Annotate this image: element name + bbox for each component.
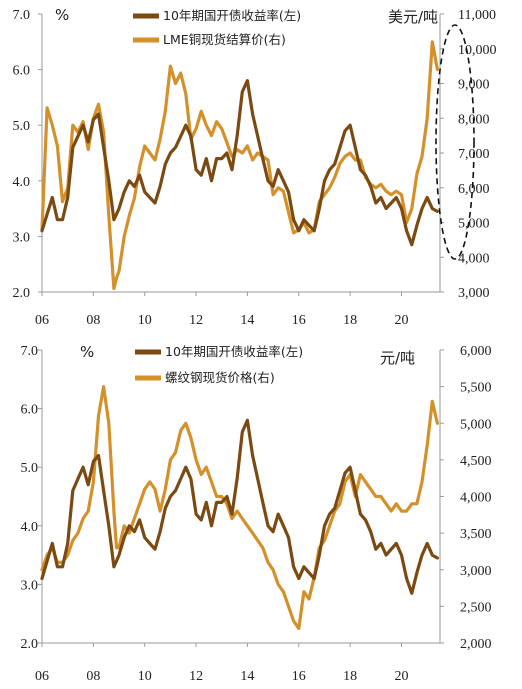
x-tick-label: 06: [35, 313, 49, 328]
right-tick-label: 4,000: [460, 491, 492, 506]
series-line-bond-yield: [40, 418, 439, 595]
x-tick-label: 12: [189, 669, 203, 684]
x-tick-label: 16: [292, 313, 306, 328]
left-tick-label: 5.0: [21, 461, 39, 476]
x-tick-label: 16: [292, 669, 306, 684]
left-tick-label: 7.0: [21, 344, 39, 359]
right-tick-label: 2,500: [460, 600, 492, 615]
left-tick-label: 2.0: [21, 637, 39, 652]
x-tick-label: 12: [189, 313, 203, 328]
left-tick-label: 5.0: [13, 119, 31, 134]
right-tick-label: 3,500: [460, 527, 492, 542]
left-tick-label: 3.0: [21, 578, 39, 593]
legend-label: 螺纹钢现货价格(右): [165, 370, 275, 385]
x-tick-label: 08: [86, 669, 100, 684]
x-tick-label: 18: [343, 669, 357, 684]
x-tick-label: 20: [394, 313, 408, 328]
left-tick-label: 6.0: [13, 64, 31, 79]
right-tick-label: 11,000: [458, 8, 496, 23]
left-tick-label: 7.0: [13, 8, 31, 23]
x-tick-label: 10: [138, 669, 152, 684]
right-tick-label: 5,000: [460, 417, 492, 432]
legend-label: LME铜现货结算价(右): [163, 32, 286, 47]
highlight-ellipse: [435, 24, 475, 260]
legend-label: 10年期国开债收益率(左): [163, 8, 301, 23]
right-tick-label: 4,000: [458, 251, 490, 266]
chart-lme-copper: 2.03.04.05.06.07.03,0004,0005,0006,0007,…: [13, 6, 497, 328]
right-tick-label: 6,000: [458, 182, 490, 197]
right-tick-label: 5,500: [460, 381, 492, 396]
right-tick-label: 3,000: [458, 286, 490, 301]
series-line-price: [40, 385, 439, 630]
series-line-price: [40, 40, 439, 291]
right-tick-label: 3,000: [460, 564, 492, 579]
right-tick-label: 4,500: [460, 454, 492, 469]
left-tick-label: 4.0: [13, 175, 31, 190]
left-unit-label: %: [80, 343, 94, 361]
right-unit-label: 美元/吨: [388, 8, 438, 26]
x-tick-label: 18: [343, 313, 357, 328]
legend-label: 10年期国开债收益率(左): [165, 344, 303, 359]
left-tick-label: 4.0: [21, 520, 39, 535]
x-tick-label: 06: [35, 669, 49, 684]
right-unit-label: 元/吨: [380, 349, 415, 367]
x-tick-label: 08: [86, 313, 100, 328]
x-tick-label: 10: [138, 313, 152, 328]
right-tick-label: 5,000: [458, 217, 490, 232]
chart-rebar-steel: 2.0 3.0 4.0 5.0 6.0 7.0 2,000 2,500 3,000 3,500 4,…: [21, 343, 492, 684]
right-tick-label: 10,000: [458, 43, 497, 58]
x-tick-label: 20: [394, 669, 408, 684]
right-tick-label: 6,000: [460, 344, 492, 359]
left-unit-label: %: [55, 6, 69, 24]
right-tick-label: 9,000: [458, 78, 490, 93]
x-tick-label: 14: [240, 313, 254, 328]
left-tick-label: 6.0: [21, 403, 39, 418]
left-tick-label: 3.0: [13, 230, 31, 245]
series-line-bond-yield: [40, 79, 439, 247]
x-tick-label: 14: [240, 669, 254, 684]
left-tick-label: 2.0: [13, 286, 31, 301]
right-tick-label: 2,000: [460, 637, 492, 652]
